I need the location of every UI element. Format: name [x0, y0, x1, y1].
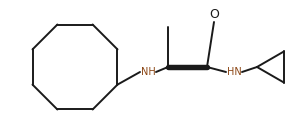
- Text: O: O: [209, 8, 219, 21]
- Text: HN: HN: [227, 67, 241, 77]
- Text: NH: NH: [141, 67, 155, 77]
